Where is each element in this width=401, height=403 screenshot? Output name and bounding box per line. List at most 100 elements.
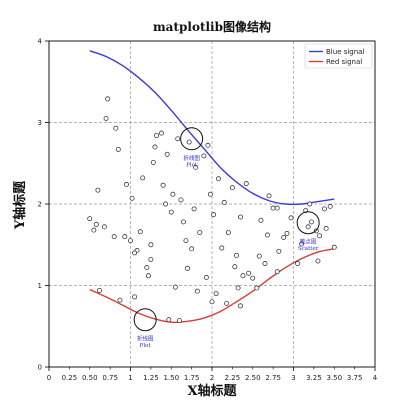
annotation-circle xyxy=(296,211,320,235)
scatter-point xyxy=(168,209,174,215)
x-tick-label: 0 xyxy=(47,374,51,382)
x-axis-label: X轴标题 xyxy=(187,383,237,399)
blue-signal-line xyxy=(89,50,335,206)
scatter-point xyxy=(250,275,256,281)
scatter-point xyxy=(172,284,178,290)
scatter-point xyxy=(148,242,154,248)
annotation-sublabel: Plot xyxy=(140,343,152,349)
scatter-point xyxy=(262,261,268,266)
scatter-point xyxy=(254,285,260,291)
scatter-point xyxy=(175,136,181,142)
x-tick-label: 2 xyxy=(210,374,214,382)
annotation-sublabel: Scatter xyxy=(298,246,319,252)
scatter-point xyxy=(313,228,319,234)
x-minor-tick-label: 1.25 xyxy=(143,374,159,382)
x-minor-tick-label: 0.75 xyxy=(102,374,118,382)
chart-title: matplotlib图像结构 xyxy=(153,19,271,34)
scatter-point xyxy=(219,245,225,251)
scatter-point xyxy=(207,191,213,197)
signal-lines xyxy=(89,50,335,324)
legend: Blue signal Red signal xyxy=(304,43,373,69)
scatter-point xyxy=(331,244,337,250)
red-signal-line xyxy=(89,248,335,324)
annotation-label: 折线图 xyxy=(183,154,200,162)
scatter-point xyxy=(201,153,207,159)
scatter-point xyxy=(183,238,189,244)
y-tick-label: 1 xyxy=(38,282,42,290)
scatter-point xyxy=(152,144,158,150)
scatter-point xyxy=(193,164,199,170)
scatter-point xyxy=(123,181,129,187)
scatter-point xyxy=(225,230,231,235)
scatter-point xyxy=(148,256,154,262)
scatter-point xyxy=(103,115,109,121)
scatter-point xyxy=(185,265,190,271)
scatter-point xyxy=(144,265,150,271)
scatter-point xyxy=(264,232,270,238)
scatter-point xyxy=(288,215,294,221)
scatter-point xyxy=(305,224,311,230)
scatter-point xyxy=(111,234,117,240)
scatter-point xyxy=(95,187,101,193)
scatter-point xyxy=(209,299,215,305)
scatter-point xyxy=(170,191,176,197)
scatter-point xyxy=(132,250,138,256)
scatter-point xyxy=(93,221,99,227)
scatter-point xyxy=(105,96,111,102)
scatter-point xyxy=(150,159,156,165)
scatter-point xyxy=(115,146,121,152)
x-tick-label: 3 xyxy=(291,374,295,382)
scatter-point xyxy=(256,253,262,259)
scatter-point xyxy=(163,201,168,207)
scatter-points xyxy=(87,96,337,323)
scatter-point xyxy=(159,130,164,136)
scatter-point xyxy=(203,274,209,280)
scatter-point xyxy=(216,176,221,182)
scatter-point xyxy=(205,142,211,148)
scatter-point xyxy=(181,219,186,225)
scatter-point xyxy=(307,201,313,207)
scatter-point xyxy=(258,217,264,223)
scatter-point xyxy=(178,197,184,203)
scatter-point xyxy=(276,248,282,254)
scatter-point xyxy=(176,318,182,323)
scatter-point xyxy=(327,203,333,209)
scatter-point xyxy=(295,261,301,266)
y-tick-label: 2 xyxy=(38,201,42,209)
scatter-point xyxy=(117,297,123,303)
scatter-point xyxy=(160,182,166,188)
scatter-point xyxy=(194,288,200,294)
scatter-point xyxy=(235,285,241,291)
scatter-point xyxy=(128,238,133,244)
scatter-point xyxy=(129,195,135,201)
x-minor-tick-label: 2.25 xyxy=(225,374,241,382)
scatter-point xyxy=(164,151,170,157)
scatter-point xyxy=(132,294,138,300)
scatter-point xyxy=(284,230,290,236)
scatter-point xyxy=(186,139,192,145)
scatter-point xyxy=(154,133,160,138)
scatter-point xyxy=(270,205,276,211)
scatter-point xyxy=(238,214,243,220)
scatter-point xyxy=(266,193,272,199)
scatter-point xyxy=(232,264,238,270)
annotation-label: 散点图 xyxy=(300,238,317,246)
scatter-point xyxy=(166,317,172,323)
scatter-point xyxy=(233,252,239,258)
x-minor-tick-label: 2.50 xyxy=(245,374,261,382)
scatter-point xyxy=(191,206,197,212)
scatter-point xyxy=(221,199,227,205)
scatter-point xyxy=(322,206,327,212)
legend-label: Blue signal xyxy=(326,48,364,56)
scatter-point xyxy=(122,234,128,240)
scatter-point xyxy=(274,205,280,211)
scatter-point xyxy=(299,241,305,247)
scatter-point xyxy=(246,270,252,276)
scatter-point xyxy=(308,219,314,225)
annotation-circle xyxy=(133,308,157,332)
scatter-point xyxy=(137,229,143,235)
legend-label: Red signal xyxy=(326,58,362,66)
y-axis-label: Y轴标题 xyxy=(12,180,28,230)
x-tick-label: 4 xyxy=(373,374,378,382)
